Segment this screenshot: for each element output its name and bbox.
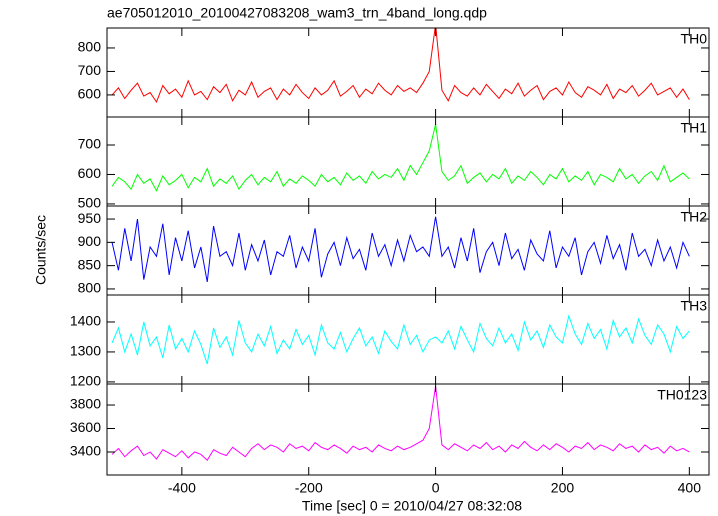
y-tick-label: 3400 [70, 443, 101, 459]
y-tick-label: 950 [78, 210, 102, 226]
series-label: TH1 [681, 120, 708, 136]
x-tick-label: -400 [168, 480, 196, 496]
panel-frame [106, 116, 710, 207]
data-line [111, 28, 690, 104]
y-tick-label: 850 [78, 256, 102, 272]
y-tick-label: 600 [78, 165, 102, 181]
y-tick-label: 1300 [70, 343, 101, 359]
series-label: TH0 [681, 31, 708, 47]
panel-frame [106, 383, 710, 476]
y-tick-label: 700 [78, 136, 102, 152]
y-tick-label: 1400 [70, 313, 101, 329]
data-line [111, 386, 690, 461]
y-tick-label: 600 [78, 86, 102, 102]
chart-title: ae705012010_20100427083208_wam3_trn_4ban… [107, 5, 487, 21]
series-label: TH3 [681, 298, 708, 314]
x-tick-label: -200 [295, 480, 323, 496]
y-tick-label: 900 [78, 233, 102, 249]
x-axis-label: Time [sec] 0 = 2010/04/27 08:32:08 [302, 498, 522, 514]
series-label: TH0123 [657, 387, 707, 403]
panel-frame [106, 205, 710, 296]
x-tick-label: 400 [678, 480, 702, 496]
y-tick-label: 700 [78, 62, 102, 78]
panel-frame [106, 294, 710, 385]
data-line [111, 124, 690, 192]
y-tick-label: 1200 [70, 373, 101, 389]
panel-frame [106, 27, 710, 118]
y-axis-label: Counts/sec [33, 215, 49, 285]
series-label: TH2 [681, 209, 708, 225]
data-line [111, 216, 690, 283]
y-tick-label: 800 [78, 280, 102, 296]
y-tick-label: 3600 [70, 419, 101, 435]
y-tick-label: 800 [78, 39, 102, 55]
x-tick-label: 0 [432, 480, 440, 496]
y-tick-label: 3800 [70, 396, 101, 412]
data-line [111, 314, 690, 365]
x-tick-label: 200 [551, 480, 575, 496]
y-tick-label: 500 [78, 195, 102, 211]
